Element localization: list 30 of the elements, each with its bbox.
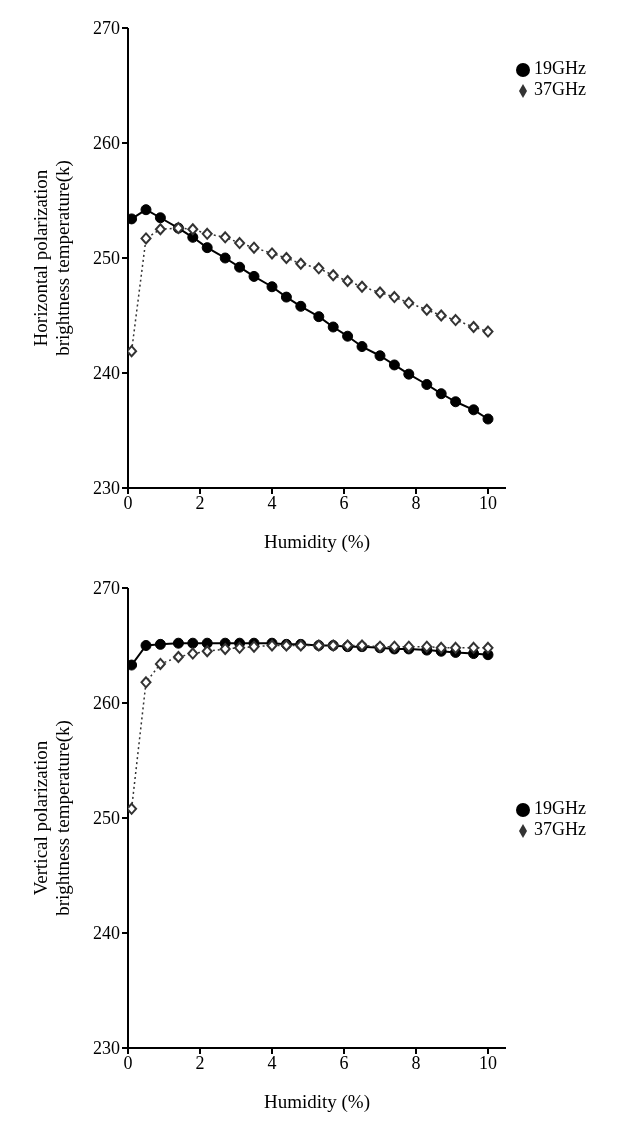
x-tick-label: 0	[123, 1052, 133, 1073]
y-tick-label: 260	[93, 133, 120, 154]
legend-label: 19GHz	[534, 798, 586, 818]
x-tick-label: 6	[339, 1052, 349, 1073]
y-tick-label: 230	[93, 478, 120, 499]
y-tick-label: 250	[93, 248, 120, 269]
x-tick-label: 6	[339, 492, 349, 513]
y-tick-label: 240	[93, 923, 120, 944]
y-tick-label: 250	[93, 808, 120, 829]
legend-label: 19GHz	[534, 58, 586, 78]
legend-label: 37GHz	[534, 79, 586, 99]
x-tick-label: 4	[267, 1052, 277, 1073]
x-axis-title: Humidity (%)	[263, 531, 371, 553]
x-tick-label: 8	[411, 1052, 421, 1073]
x-tick-label: 8	[411, 492, 421, 513]
y-tick-label: 270	[93, 18, 120, 39]
x-axis-title: Humidity (%)	[263, 1091, 371, 1113]
y-axis-title: Horizontal polarization brightness temperature(k)	[30, 160, 74, 356]
y-tick-label: 260	[93, 693, 120, 714]
x-tick-label: 2	[195, 1052, 205, 1073]
y-tick-label: 240	[93, 363, 120, 384]
y-tick-label: 270	[93, 578, 120, 599]
x-tick-label: 10	[479, 492, 497, 513]
x-tick-label: 0	[123, 492, 133, 513]
x-tick-label: 2	[195, 492, 205, 513]
y-tick-label: 230	[93, 1038, 120, 1059]
x-tick-label: 10	[479, 1052, 497, 1073]
x-tick-label: 4	[267, 492, 277, 513]
y-axis-title: Vertical polarization brightness temperature(k)	[30, 720, 74, 916]
legend-label: 37GHz	[534, 819, 586, 839]
